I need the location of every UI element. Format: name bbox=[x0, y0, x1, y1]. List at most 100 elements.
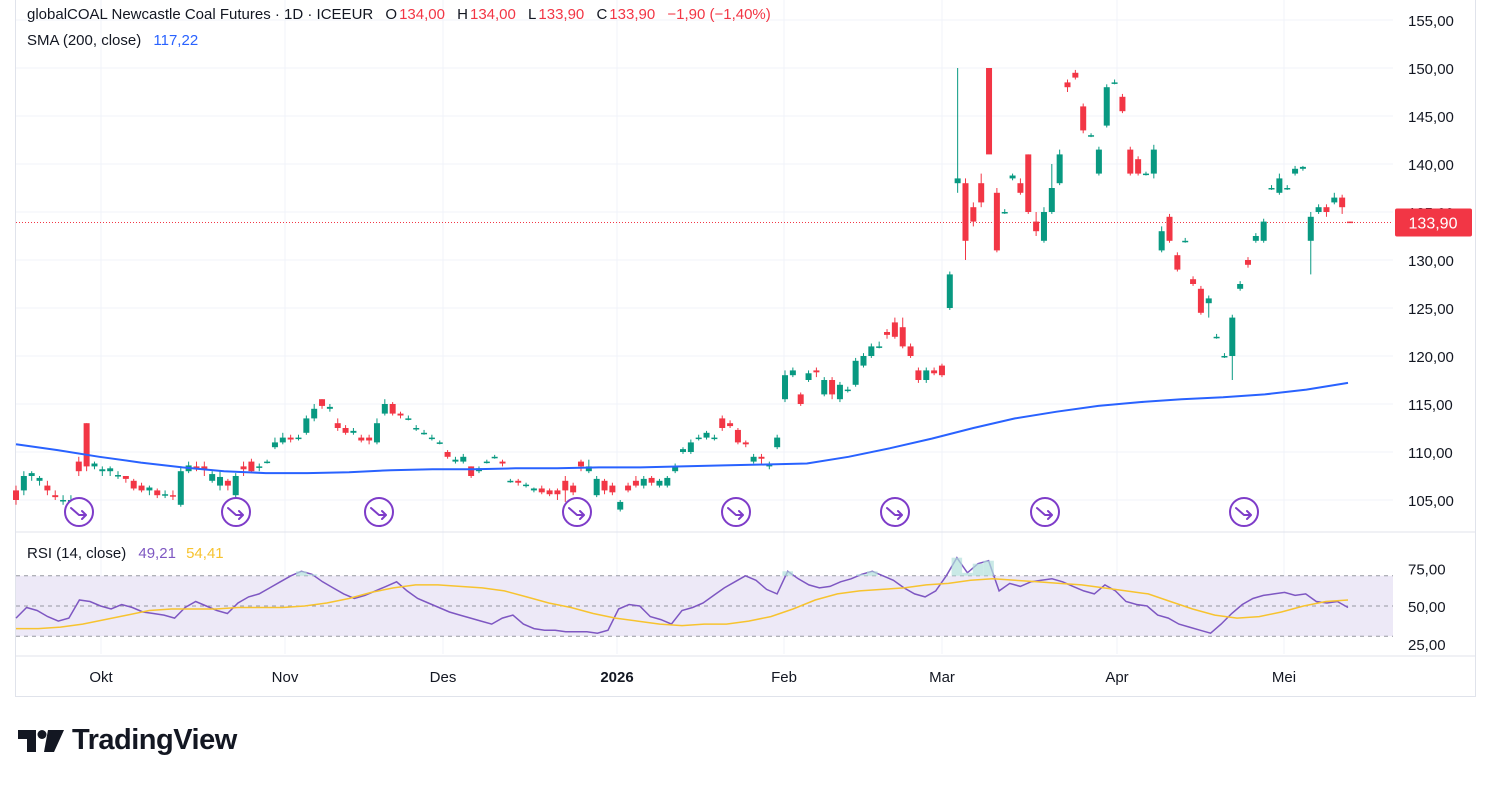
candle-down bbox=[562, 476, 569, 502]
close-value: 133,90 bbox=[609, 6, 656, 23]
candle-down bbox=[240, 461, 247, 476]
candle-body bbox=[428, 437, 435, 440]
tradingview-logo[interactable]: TradingView bbox=[18, 724, 237, 757]
candle-up bbox=[350, 428, 357, 435]
candle-up bbox=[460, 453, 467, 464]
candle-body bbox=[554, 490, 561, 495]
event-marker-circle bbox=[562, 497, 592, 527]
candle-up bbox=[311, 404, 318, 422]
rsi-legend[interactable]: RSI (14, close) 49,21 54,41 bbox=[27, 545, 226, 562]
candle-body bbox=[734, 429, 741, 443]
price-tick-label: 120,00 bbox=[1408, 349, 1454, 366]
rsi-label: RSI (14, close) bbox=[27, 545, 127, 562]
candle-down bbox=[1033, 212, 1040, 236]
candle-up bbox=[421, 429, 428, 435]
sma-legend[interactable]: SMA (200, close) 117,22 bbox=[27, 32, 200, 49]
event-marker-icon bbox=[1229, 497, 1259, 527]
time-tick-label: Des bbox=[430, 669, 457, 686]
candle-body bbox=[1025, 154, 1032, 212]
symbol-title[interactable]: globalCOAL Newcastle Coal Futures · 1D ·… bbox=[27, 6, 374, 23]
candle-up bbox=[264, 459, 271, 464]
candle-body bbox=[758, 456, 765, 459]
candle-body bbox=[1095, 149, 1102, 174]
candle-up bbox=[1095, 146, 1102, 176]
candle-down bbox=[962, 178, 969, 260]
candle-body bbox=[122, 476, 129, 479]
candle-body bbox=[1315, 207, 1322, 212]
candle-up bbox=[491, 454, 498, 459]
candle-body bbox=[1299, 166, 1306, 169]
candle-up bbox=[28, 471, 35, 481]
rsi-ma-line bbox=[16, 578, 1349, 630]
candle-body bbox=[821, 380, 828, 395]
last-price-tag: 133,90 bbox=[1395, 208, 1472, 237]
candle-up bbox=[1252, 233, 1259, 243]
candle-body bbox=[1244, 260, 1251, 265]
candle-body bbox=[1142, 173, 1149, 176]
candle-up bbox=[1103, 84, 1110, 128]
candle-body bbox=[680, 449, 686, 452]
candle-body bbox=[91, 463, 98, 467]
candle-body bbox=[287, 437, 294, 440]
candle-up bbox=[162, 490, 169, 499]
candle-body bbox=[562, 480, 569, 491]
candle-up bbox=[1111, 79, 1118, 85]
event-marker-arrow bbox=[227, 507, 244, 520]
candle-body bbox=[1040, 212, 1047, 241]
candle-body bbox=[1331, 197, 1338, 203]
candle-up bbox=[483, 459, 490, 464]
candle-body bbox=[978, 183, 985, 203]
candle-down bbox=[970, 202, 977, 227]
candle-body bbox=[209, 474, 216, 481]
candle-body bbox=[468, 466, 475, 476]
time-tick-label: Mar bbox=[929, 669, 955, 686]
high-value: 134,00 bbox=[469, 6, 516, 23]
candle-up bbox=[507, 478, 514, 483]
candle-body bbox=[75, 461, 82, 472]
candle-up bbox=[821, 377, 828, 397]
candle-down bbox=[138, 482, 145, 493]
candle-up bbox=[703, 430, 710, 440]
candle-body bbox=[413, 428, 420, 430]
price-tick-label: 145,00 bbox=[1408, 109, 1454, 126]
candle-body bbox=[499, 461, 506, 464]
candle-body bbox=[44, 485, 51, 491]
candle-down bbox=[978, 173, 985, 208]
candle-body bbox=[805, 373, 812, 380]
event-marker-arrow bbox=[70, 507, 87, 520]
candle-up bbox=[1182, 237, 1189, 243]
candle-body bbox=[1190, 279, 1197, 284]
candle-up bbox=[672, 463, 679, 474]
candle-body bbox=[279, 437, 286, 443]
candle-body bbox=[931, 370, 938, 374]
candle-body bbox=[946, 274, 953, 308]
event-marker-icon bbox=[721, 497, 751, 527]
candle-body bbox=[342, 428, 349, 433]
candle-up bbox=[954, 68, 961, 193]
candle-body bbox=[326, 406, 333, 409]
candle-body bbox=[986, 68, 993, 155]
event-marker-icon bbox=[64, 497, 94, 527]
candle-down bbox=[1080, 103, 1087, 134]
open-label: O bbox=[385, 6, 398, 23]
candle-down bbox=[444, 450, 451, 459]
candle-down bbox=[154, 488, 161, 499]
event-marker-icon bbox=[221, 497, 251, 527]
candle-body bbox=[28, 473, 35, 476]
candle-down bbox=[342, 425, 349, 435]
candle-up bbox=[232, 473, 239, 499]
candle-up bbox=[373, 418, 380, 445]
candle-body bbox=[703, 432, 710, 438]
candle-down bbox=[1347, 221, 1353, 224]
candle-body bbox=[954, 178, 961, 184]
candle-body bbox=[256, 466, 263, 468]
candle-body bbox=[130, 480, 137, 489]
candle-body bbox=[523, 484, 530, 487]
candle-body bbox=[1307, 216, 1314, 241]
candle-body bbox=[83, 423, 90, 467]
candle-body bbox=[1048, 188, 1055, 212]
candle-up bbox=[1150, 144, 1157, 179]
candle-body bbox=[154, 490, 161, 496]
candle-up bbox=[680, 447, 686, 454]
chart-canvas[interactable]: 105,00110,00115,00120,00125,00130,00135,… bbox=[0, 0, 1491, 700]
